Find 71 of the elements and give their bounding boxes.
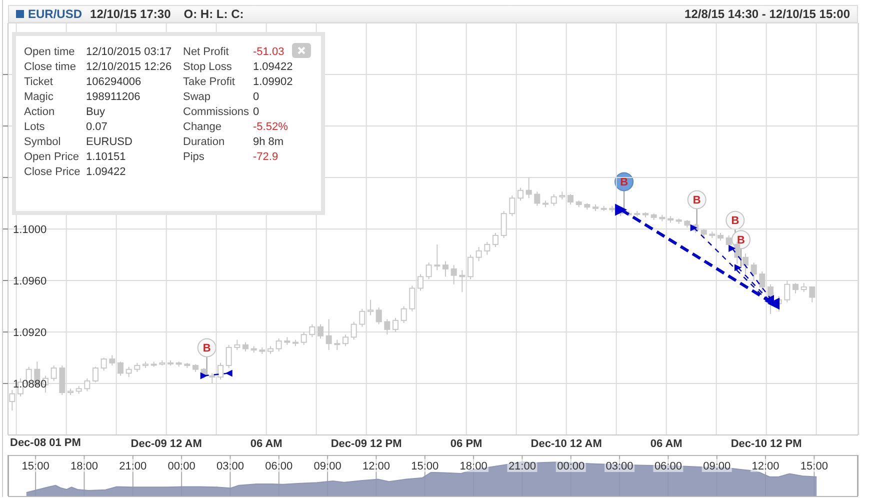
x-tick-label: 09:00 <box>314 460 342 472</box>
x-tick-label: 03:00 <box>216 460 244 472</box>
annotation: -72.9 <box>253 151 278 163</box>
x-tick-label: 06 AM <box>650 438 682 450</box>
y-tick-label: 1.0880 <box>13 378 47 390</box>
annotation: B <box>202 342 211 355</box>
annotation: Close Price <box>24 166 80 178</box>
annotation: 1.09422 <box>253 61 293 73</box>
annotation: 0.07 <box>86 121 108 133</box>
x-tick-label: 21:00 <box>508 460 536 472</box>
x-tick-label: 09:00 <box>703 460 731 472</box>
annotation: 1.09422 <box>86 166 126 178</box>
annotation: -51.03 <box>253 46 284 58</box>
annotation: Symbol <box>24 136 61 148</box>
annotation: 0 <box>253 91 260 103</box>
x-tick-label: 00:00 <box>557 460 585 472</box>
annotation: -5.52% <box>253 121 288 133</box>
annotation: 0 <box>253 106 260 118</box>
annotation: Commissions <box>183 106 250 118</box>
x-tick-label: 18:00 <box>460 460 488 472</box>
chart-title: EUR/USD <box>28 7 82 21</box>
annotation: Buy <box>86 106 105 118</box>
x-tick-label: Dec-09 12 AM <box>130 438 202 450</box>
annotation: 198911206 <box>86 91 140 103</box>
annotation: 12/10/2015 12:26 <box>86 61 172 73</box>
y-tick-label: 1.1000 <box>13 224 47 236</box>
x-tick-label: 06 PM <box>450 438 482 450</box>
x-tick-label: Dec-10 12 PM <box>730 438 802 450</box>
annotation: B <box>620 176 628 189</box>
x-tick-label: 15:00 <box>411 460 439 472</box>
annotation: Close time <box>24 61 76 73</box>
x-tick-label: 21:00 <box>119 460 147 472</box>
annotation: EURUSD <box>86 136 132 148</box>
x-tick-label: 00:00 <box>168 460 196 472</box>
annotation: B <box>731 215 740 228</box>
x-tick-label: 15:00 <box>800 460 828 472</box>
annotation: Lots <box>24 121 45 133</box>
annotation: Magic <box>24 91 54 103</box>
x-tick-label: Dec-10 12 AM <box>530 438 602 450</box>
annotation: 1.10151 <box>86 151 126 163</box>
y-tick-label: 1.0920 <box>13 326 47 339</box>
annotation: Ticket <box>24 76 53 88</box>
x-tick-label: 15:00 <box>22 460 50 472</box>
annotation: 1.09902 <box>253 76 293 88</box>
annotation: Swap <box>183 91 211 103</box>
annotation: Action <box>24 106 55 118</box>
x-tick-label: Dec-09 12 PM <box>330 438 402 450</box>
annotation: Duration <box>183 136 225 148</box>
y-tick-label: 1.0960 <box>13 275 47 288</box>
annotation: B <box>692 194 701 207</box>
annotation: Net Profit <box>183 46 229 58</box>
chart-subtitle: 12/10/15 17:30 <box>90 7 171 21</box>
x-tick-label: 06:00 <box>654 460 682 472</box>
annotation: B <box>737 234 746 246</box>
annotation: Stop Loss <box>183 61 232 73</box>
annotation: 9h 8m <box>253 136 284 148</box>
text: Dec-08 01 PM <box>10 437 81 449</box>
annotation: 106294006 <box>86 76 142 88</box>
x-tick-label: 12:00 <box>362 460 390 472</box>
annotation: 12/10/2015 03:17 <box>86 46 172 58</box>
annotation: Pips <box>183 151 204 163</box>
text: 12/8/15 14:30 - 12/10/15 15:00 <box>684 7 850 21</box>
x-tick-label: 18:00 <box>70 460 98 472</box>
x-tick-label: 06:00 <box>265 460 293 472</box>
annotation: Open time <box>24 46 75 58</box>
annotation: Open Price <box>24 151 80 163</box>
text: O: H: L: C: <box>184 7 244 21</box>
annotation: Change <box>183 121 222 133</box>
x-tick-label: 12:00 <box>752 460 780 472</box>
annotation: Take Profit <box>183 76 235 88</box>
x-tick-label: 06 AM <box>250 438 282 450</box>
